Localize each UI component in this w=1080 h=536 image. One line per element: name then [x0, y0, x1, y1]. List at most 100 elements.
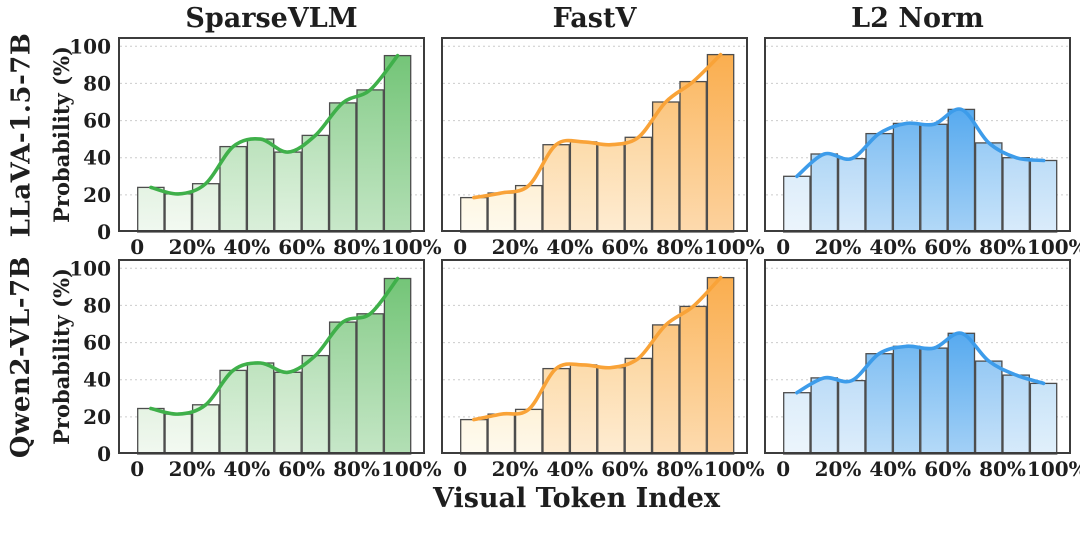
x-tick-label: 20% — [492, 235, 539, 259]
x-tick-label: 60% — [924, 457, 971, 481]
bar — [679, 305, 707, 455]
bar — [356, 313, 384, 455]
bar — [920, 123, 948, 233]
bar — [164, 193, 193, 233]
x-tick-label: 60% — [601, 235, 648, 259]
x-tick-label: 0 — [776, 457, 790, 481]
x-tick-label: 20% — [169, 457, 216, 481]
x-axis-title: Visual Token Index — [432, 483, 721, 514]
bar — [569, 141, 598, 233]
y-axis-label-row1-text: Probability (%) — [48, 46, 74, 223]
bar — [947, 108, 976, 233]
panels-row1: 0 20% 40% 60% 80% 100% 0 20 40 60 80 100 0 20% 40% 60%… — [69, 34, 1080, 259]
y-tick-label: 80 — [83, 293, 111, 317]
density-line — [795, 107, 1046, 179]
bar — [246, 362, 275, 455]
bar — [597, 366, 625, 455]
row-label-llava: LLaVA-1.5-7B — [2, 32, 40, 259]
row-label-llava-text: LLaVA-1.5-7B — [6, 32, 36, 237]
x-tick-label: 100% — [1027, 457, 1080, 481]
x-tick-label: 40% — [869, 457, 916, 481]
density-line — [149, 53, 400, 196]
bar — [974, 360, 1003, 455]
x-tick-label: 40% — [223, 457, 270, 481]
row-label-qwen-text: Qwen2-VL-7B — [6, 255, 36, 458]
x-tick-label: 80% — [656, 457, 703, 481]
panel-border — [118, 259, 425, 454]
bar — [460, 196, 488, 233]
panel-border — [441, 37, 748, 232]
chart-panel-llava-sparsevlm: 0 20% 40% 60% 80% 100% 0 20 40 60 80 100 — [69, 34, 441, 259]
bar — [920, 347, 948, 455]
x-tick-label: 60% — [924, 235, 971, 259]
bar — [624, 136, 653, 233]
x-tick-label: 20% — [815, 235, 862, 259]
bar — [783, 175, 811, 233]
chart-svg-4: 0 20% 40% 60% 80% 100% — [441, 259, 765, 481]
y-axis-label-row2-text: Probability (%) — [48, 268, 74, 445]
column-title-l2norm: L2 Norm — [851, 3, 984, 34]
x-tick-label: 100% — [1027, 235, 1080, 259]
y-tick-label: 80 — [83, 71, 111, 95]
bar — [783, 392, 811, 455]
bar — [137, 407, 165, 455]
panels-row2: 0 20% 40% 60% 80% 100% 0 20 40 60 80 100 0 20% 40% 60%… — [69, 256, 1080, 481]
bar — [514, 408, 543, 455]
y-tick-label: 60 — [83, 331, 111, 355]
y-tick-label: 100 — [69, 34, 111, 58]
x-tick-label: 60% — [601, 457, 648, 481]
bar — [892, 345, 921, 455]
bar — [164, 413, 193, 455]
bar — [383, 277, 412, 455]
bar — [837, 157, 866, 233]
bar — [514, 184, 543, 233]
bar — [137, 186, 165, 233]
bar — [706, 53, 735, 233]
y-tick-label: 0 — [97, 442, 111, 466]
bar — [865, 132, 893, 233]
x-tick-label: 20% — [492, 457, 539, 481]
bar — [974, 142, 1003, 233]
bar — [219, 369, 247, 455]
y-tick-label: 40 — [83, 368, 111, 392]
y-tick-label: 0 — [97, 220, 111, 244]
x-tick-label: 0 — [130, 457, 144, 481]
x-tick-label: 0 — [776, 235, 790, 259]
x-tick-label: 60% — [278, 235, 325, 259]
x-tick-label: 100% — [381, 457, 442, 481]
panel-border — [764, 37, 1071, 232]
bar — [460, 418, 488, 455]
bar — [383, 54, 412, 233]
density-line — [795, 331, 1046, 395]
density-line — [472, 275, 723, 422]
y-tick-label: 60 — [83, 109, 111, 133]
x-tick-label: 40% — [869, 235, 916, 259]
bar — [1002, 374, 1030, 455]
x-tick-label: 0 — [130, 235, 144, 259]
bar — [328, 102, 357, 233]
bar — [810, 377, 839, 455]
bar — [219, 145, 247, 233]
row-label-qwen: Qwen2-VL-7B — [2, 255, 40, 481]
x-tick-label: 60% — [278, 457, 325, 481]
column-title-fastv: FastV — [552, 3, 637, 34]
bar — [679, 80, 707, 233]
x-tick-label: 100% — [704, 457, 765, 481]
chart-svg-5: 0 20% 40% 60% 80%100% — [764, 259, 1080, 481]
bar — [1029, 382, 1058, 455]
bar — [356, 89, 384, 233]
y-tick-label: 20 — [83, 405, 111, 429]
x-tick-label: 0 — [453, 457, 467, 481]
bar — [246, 138, 275, 233]
bar — [274, 371, 302, 455]
x-tick-label: 40% — [546, 235, 593, 259]
column-titles: SparseVLM FastV L2 Norm — [82, 1, 1076, 37]
bar — [191, 404, 220, 455]
bar — [301, 134, 330, 233]
x-tick-label: 80% — [333, 235, 380, 259]
chart-svg-0: 0 20% 40% 60% 80% 100% 0 20 40 60 80 100 — [69, 34, 441, 259]
chart-panel-llava-l2norm: 0 20% 40% 60% 80%100% — [764, 37, 1080, 259]
x-tick-label: 80% — [656, 235, 703, 259]
bar — [651, 324, 680, 455]
chart-panel-qwen-fastv: 0 20% 40% 60% 80% 100% — [441, 259, 765, 481]
